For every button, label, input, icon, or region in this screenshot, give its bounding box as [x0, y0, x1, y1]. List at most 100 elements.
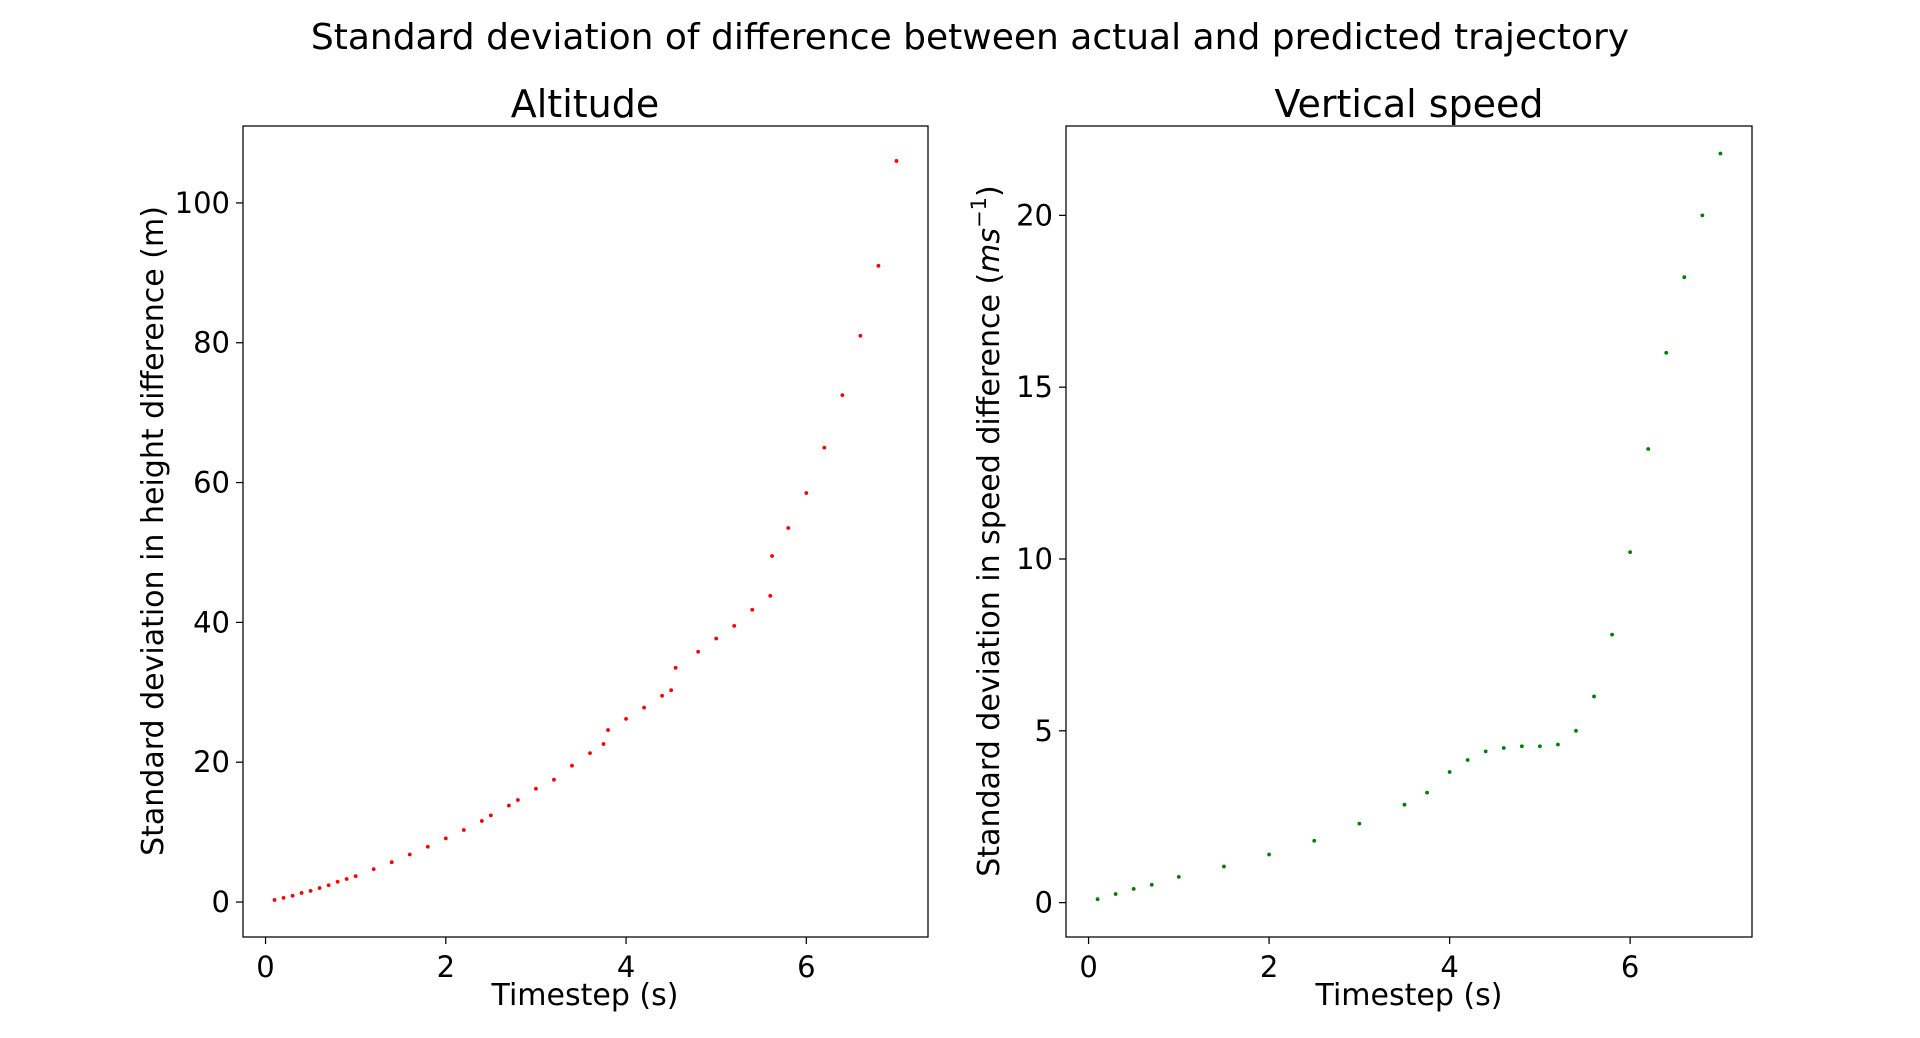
data-point	[371, 867, 376, 872]
data-point	[1131, 886, 1136, 891]
data-point	[308, 888, 313, 893]
data-point	[1357, 821, 1362, 826]
data-point	[624, 716, 628, 721]
vertical-speed-chart: Vertical speed 0 2 4 6 0 5 10 15 20 Timestep (s)…	[967, 82, 1753, 1013]
y-axis-label: Standard deviation in speed difference (…	[967, 185, 1007, 876]
y-tick-label: 40	[193, 605, 230, 639]
data-point	[1312, 838, 1317, 843]
data-point	[1149, 882, 1154, 887]
data-point	[1501, 746, 1506, 750]
x-tick-label: 0	[1079, 950, 1097, 984]
data-point	[552, 777, 556, 782]
chart-title: Altitude	[511, 82, 660, 126]
x-tick-label: 0	[256, 950, 274, 984]
plot-area	[242, 125, 929, 938]
y-tick-label: 15	[1016, 370, 1053, 404]
data-points	[272, 159, 899, 902]
x-tick-label: 6	[797, 950, 815, 984]
data-point	[1176, 874, 1181, 879]
data-point	[1574, 728, 1578, 733]
data-point	[1718, 151, 1723, 156]
y-axis-label-main: Standard deviation in speed difference (	[972, 273, 1007, 877]
data-point	[606, 728, 610, 732]
data-point	[299, 891, 304, 895]
data-point	[1465, 758, 1470, 762]
data-point	[770, 554, 774, 558]
data-point	[353, 874, 358, 879]
y-tick-label: 60	[193, 466, 230, 500]
data-point	[1610, 632, 1614, 637]
data-point	[407, 852, 412, 857]
data-point	[281, 895, 286, 900]
y-axis-label-exponent: −1	[967, 197, 991, 228]
data-point	[479, 819, 484, 823]
data-point	[673, 665, 678, 670]
x-tick-label: 2	[437, 950, 455, 984]
data-point	[1664, 350, 1669, 355]
data-point	[1646, 447, 1651, 451]
x-tick-label: 2	[1260, 950, 1278, 984]
data-point	[1402, 802, 1407, 807]
data-point	[1222, 864, 1226, 869]
data-point	[660, 693, 665, 698]
data-point	[506, 803, 511, 808]
data-point	[335, 879, 340, 884]
x-tick-label: 4	[617, 950, 635, 984]
y-tick-label: 20	[1016, 198, 1053, 232]
data-point	[601, 742, 606, 746]
data-point	[642, 705, 646, 710]
x-axis-label: Timestep (s)	[1315, 978, 1503, 1013]
plot-area	[1065, 125, 1753, 938]
data-point	[804, 491, 809, 495]
data-point	[1425, 790, 1429, 795]
data-point	[1700, 213, 1705, 218]
y-tick-label: 5	[1035, 714, 1053, 748]
data-point	[858, 333, 863, 338]
data-point	[840, 393, 845, 398]
data-point	[732, 623, 737, 628]
data-point	[1537, 744, 1542, 749]
data-point	[1267, 852, 1271, 857]
data-point	[588, 751, 592, 756]
data-point	[570, 763, 574, 768]
data-point	[389, 860, 394, 865]
data-point	[534, 786, 538, 791]
tick-group: 0 2 4 6 0 5 10 15 20	[1016, 198, 1639, 984]
data-point	[750, 607, 755, 612]
y-tick-label: 100	[175, 186, 230, 220]
y-tick-label: 80	[193, 326, 230, 360]
data-point	[1519, 744, 1524, 749]
data-point	[714, 636, 719, 641]
data-point	[1628, 550, 1633, 555]
data-points	[1095, 151, 1723, 902]
data-point	[516, 798, 520, 802]
data-point	[461, 828, 466, 832]
x-tick-label: 4	[1440, 950, 1458, 984]
data-point	[894, 159, 899, 163]
y-tick-label: 20	[193, 745, 230, 779]
y-axis-label-close: )	[972, 185, 1007, 197]
y-axis-label: Standard deviation in height difference …	[136, 206, 171, 856]
data-point	[272, 898, 277, 902]
data-point	[1447, 770, 1452, 774]
x-axis-label: Timestep (s)	[491, 978, 679, 1013]
data-point	[317, 886, 322, 890]
data-point	[786, 526, 791, 530]
figure-suptitle: Standard deviation of difference between…	[311, 17, 1629, 58]
data-point	[425, 844, 430, 849]
x-tick-label: 6	[1621, 950, 1639, 984]
data-point	[696, 649, 701, 654]
chart-title: Vertical speed	[1274, 82, 1543, 126]
data-point	[876, 263, 881, 268]
data-point	[669, 688, 674, 693]
y-tick-label: 0	[212, 885, 230, 919]
data-point	[488, 813, 493, 818]
data-point	[1113, 892, 1118, 896]
data-point	[290, 893, 295, 898]
y-tick-label: 10	[1016, 542, 1053, 576]
y-tick-label: 0	[1035, 886, 1053, 920]
data-point	[1095, 897, 1100, 902]
